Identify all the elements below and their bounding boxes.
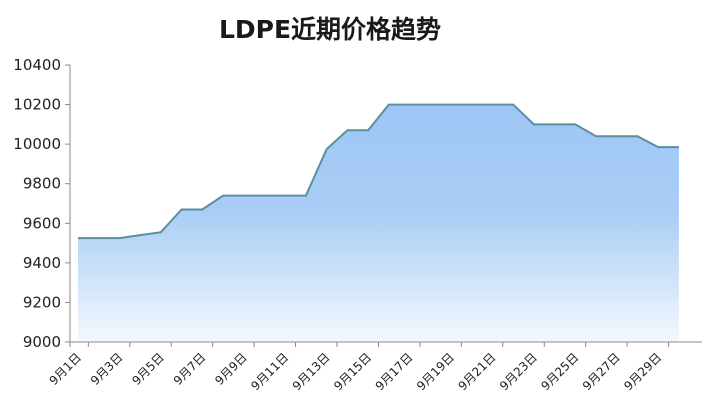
data-point bbox=[491, 103, 493, 105]
x-tick-label: 9月9日 bbox=[212, 350, 250, 388]
x-tick-label: 9月19日 bbox=[414, 350, 457, 393]
data-point bbox=[201, 208, 203, 210]
data-point bbox=[263, 194, 265, 196]
data-point bbox=[180, 208, 182, 210]
y-tick-label: 10200 bbox=[13, 96, 61, 114]
x-tick-label: 9月15日 bbox=[331, 350, 374, 393]
y-tick-label: 10000 bbox=[13, 135, 61, 153]
y-tick-label: 9800 bbox=[23, 175, 61, 193]
data-point bbox=[533, 123, 535, 125]
data-point bbox=[367, 129, 369, 131]
data-point bbox=[678, 146, 680, 148]
x-tick-label: 9月3日 bbox=[88, 350, 126, 388]
data-point bbox=[118, 237, 120, 239]
data-point bbox=[636, 135, 638, 137]
data-point bbox=[553, 123, 555, 125]
data-point bbox=[139, 234, 141, 236]
x-tick-label: 9月21日 bbox=[455, 350, 498, 393]
area-fill bbox=[78, 104, 679, 342]
x-tick-label: 9月23日 bbox=[497, 350, 540, 393]
data-point bbox=[284, 194, 286, 196]
x-tick-label: 9月25日 bbox=[538, 350, 581, 393]
data-point bbox=[450, 103, 452, 105]
data-point bbox=[408, 103, 410, 105]
data-point bbox=[243, 194, 245, 196]
data-point bbox=[616, 135, 618, 137]
x-tick-label: 9月7日 bbox=[171, 350, 209, 388]
data-point bbox=[657, 146, 659, 148]
data-point bbox=[160, 231, 162, 233]
y-tick-label: 9400 bbox=[23, 254, 61, 272]
data-point bbox=[512, 103, 514, 105]
y-tick-label: 9200 bbox=[23, 293, 61, 311]
data-point bbox=[325, 148, 327, 150]
data-point bbox=[346, 129, 348, 131]
data-point bbox=[77, 237, 79, 239]
y-tick-label: 10400 bbox=[13, 56, 61, 74]
data-point bbox=[595, 135, 597, 137]
x-tick-label: 9月1日 bbox=[46, 350, 84, 388]
data-point bbox=[305, 194, 307, 196]
x-tick-label: 9月17日 bbox=[373, 350, 416, 393]
data-point bbox=[471, 103, 473, 105]
data-point bbox=[222, 194, 224, 196]
data-point bbox=[98, 237, 100, 239]
x-tick-label: 9月13日 bbox=[290, 350, 333, 393]
x-tick-label: 9月11日 bbox=[248, 350, 291, 393]
data-point bbox=[574, 123, 576, 125]
x-tick-label: 9月29日 bbox=[621, 350, 664, 393]
series-line bbox=[78, 103, 679, 240]
y-tick-label: 9600 bbox=[23, 214, 61, 232]
chart-title: LDPE近期价格趋势 bbox=[219, 15, 441, 44]
x-tick-label: 9月27日 bbox=[580, 350, 623, 393]
data-point bbox=[388, 103, 390, 105]
data-point bbox=[429, 103, 431, 105]
y-tick-label: 9000 bbox=[23, 333, 61, 351]
x-tick-label: 9月5日 bbox=[129, 350, 167, 388]
